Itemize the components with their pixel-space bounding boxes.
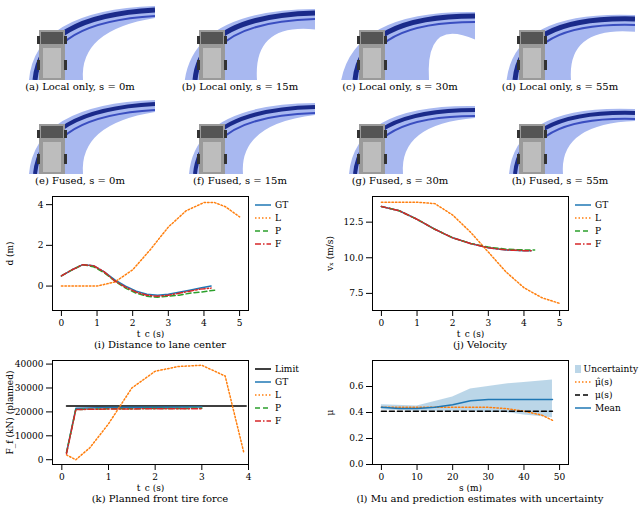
svg-text:40000: 40000 <box>15 359 44 369</box>
html-text:GT: GT <box>595 199 609 210</box>
svg-text:50: 50 <box>554 472 566 482</box>
html-text:L: L <box>275 389 281 400</box>
svg-text:μ: μ <box>325 409 335 415</box>
html-text:P: P <box>275 225 282 236</box>
html-text:(g) Fused, s = 30m: (g) Fused, s = 30m <box>351 175 449 186</box>
svg-text:30: 30 <box>483 472 495 482</box>
html-text:(j) Velocity: (j) Velocity <box>453 339 507 350</box>
html-text:(f) Fused, s = 15m: (f) Fused, s = 15m <box>193 175 287 186</box>
html-text:P: P <box>595 225 602 236</box>
svg-text:1: 1 <box>94 318 100 328</box>
svg-text:0.2: 0.2 <box>349 433 363 443</box>
html-text:(a) Local only, s = 0m: (a) Local only, s = 0m <box>25 81 135 92</box>
svg-text:20: 20 <box>447 472 459 482</box>
svg-text:5: 5 <box>557 318 563 328</box>
svg-text:2: 2 <box>450 318 456 328</box>
html-text:F: F <box>275 238 282 249</box>
svg-text:4: 4 <box>521 318 527 328</box>
svg-text:0.4: 0.4 <box>349 407 364 417</box>
html-text:(h) Fused, s = 55m: (h) Fused, s = 55m <box>511 175 609 186</box>
svg-text:10: 10 <box>411 472 423 482</box>
svg-text:1: 1 <box>106 472 112 482</box>
svg-text:0.0: 0.0 <box>349 459 364 469</box>
html-text:μ̂(s): μ̂(s) <box>595 376 613 387</box>
svg-text:0: 0 <box>379 318 385 328</box>
svg-text:vₓ (m/s): vₓ (m/s) <box>325 236 335 272</box>
html-text:(l) Mu and prediction estimate: (l) Mu and prediction estimates with unc… <box>356 493 604 504</box>
svg-text:0: 0 <box>59 472 65 482</box>
svg-text:s (m): s (m) <box>459 483 482 493</box>
html-text:GT: GT <box>275 199 289 210</box>
html-text:(d) Local only, s = 55m: (d) Local only, s = 55m <box>501 81 619 92</box>
html-text:F: F <box>595 238 602 249</box>
svg-text:0: 0 <box>379 472 385 482</box>
svg-text:12.5: 12.5 <box>343 217 363 227</box>
html-text:L: L <box>275 212 281 223</box>
html-text:(e) Fused, s = 0m: (e) Fused, s = 0m <box>35 175 125 186</box>
svg-text:4: 4 <box>246 472 252 482</box>
svg-text:10.0: 10.0 <box>343 253 363 263</box>
svg-text:20000: 20000 <box>15 407 44 417</box>
svg-text:4: 4 <box>38 200 44 210</box>
svg-text:t_c (s): t_c (s) <box>457 329 485 339</box>
html-text:(k) Planned front tire force: (k) Planned front tire force <box>91 493 229 504</box>
html-text:(i) Distance to lane center: (i) Distance to lane center <box>93 339 227 350</box>
svg-text:0: 0 <box>59 318 65 328</box>
svg-text:3: 3 <box>165 318 171 328</box>
svg-text:d (m): d (m) <box>5 241 15 265</box>
svg-text:0.6: 0.6 <box>349 381 364 391</box>
html-text:(c) Local only, s = 30m: (c) Local only, s = 30m <box>342 81 458 92</box>
svg-text:30000: 30000 <box>15 383 44 393</box>
svg-text:2: 2 <box>38 240 44 250</box>
svg-text:2: 2 <box>130 318 136 328</box>
svg-text:3: 3 <box>485 318 491 328</box>
html-text:Limit: Limit <box>275 363 299 374</box>
svg-text:0: 0 <box>38 455 44 465</box>
svg-text:t_c (s): t_c (s) <box>137 329 165 339</box>
svg-text:10000: 10000 <box>15 431 44 441</box>
html-text:P: P <box>275 402 282 413</box>
svg-text:7.5: 7.5 <box>349 288 364 298</box>
svg-text:F_f (kN) (planned): F_f (kN) (planned) <box>5 371 16 455</box>
html-text:Mean: Mean <box>595 402 621 413</box>
html-text:Uncertainty: Uncertainty <box>583 363 638 374</box>
html-text:(b) Local only, s = 15m: (b) Local only, s = 15m <box>181 81 299 92</box>
svg-text:2: 2 <box>152 472 158 482</box>
svg-text:4: 4 <box>201 318 207 328</box>
svg-text:1: 1 <box>414 318 420 328</box>
html-text:μ(s): μ(s) <box>595 389 613 400</box>
html-text:L: L <box>595 212 601 223</box>
svg-text:3: 3 <box>199 472 205 482</box>
html-text:GT: GT <box>275 376 289 387</box>
svg-text:40: 40 <box>518 472 530 482</box>
svg-text:5: 5 <box>237 318 243 328</box>
html-text:F: F <box>275 415 282 426</box>
svg-text:t_c (s): t_c (s) <box>137 483 165 493</box>
svg-text:0: 0 <box>38 281 44 291</box>
